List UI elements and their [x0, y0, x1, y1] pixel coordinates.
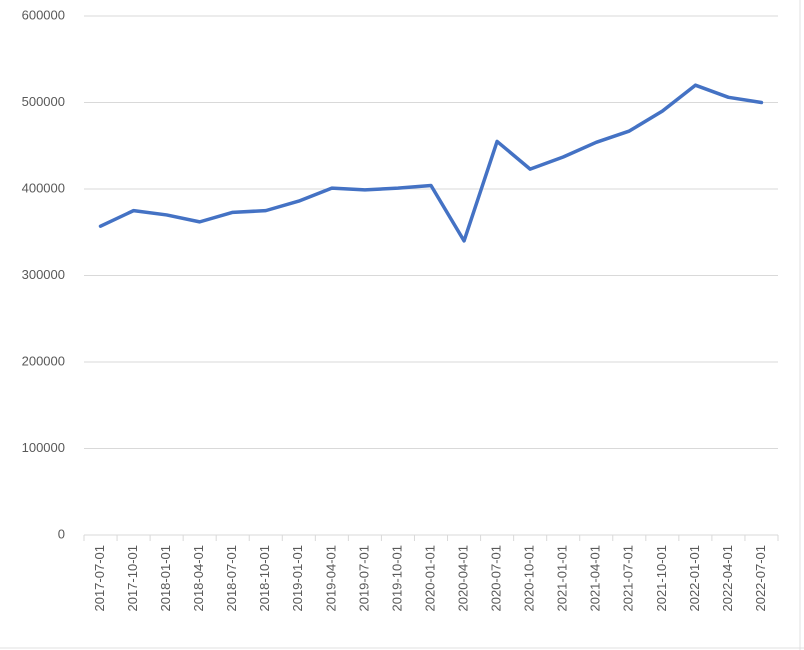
- x-tick-label: 2018-04-01: [191, 545, 206, 612]
- x-tick-label: 2020-10-01: [522, 545, 537, 612]
- y-tick-label: 300000: [22, 267, 65, 282]
- x-tick-label: 2019-10-01: [389, 545, 404, 612]
- x-tick-label: 2020-01-01: [422, 545, 437, 612]
- x-tick-label: 2020-04-01: [455, 545, 470, 612]
- y-tick-label: 600000: [22, 7, 65, 22]
- x-tick-label: 2022-07-01: [753, 545, 768, 612]
- x-tick-label: 2018-10-01: [257, 545, 272, 612]
- x-tick-label: 2017-10-01: [125, 545, 140, 612]
- x-tick-label: 2020-07-01: [489, 545, 504, 612]
- x-tick-label: 2021-07-01: [621, 545, 636, 612]
- x-tick-label: 2021-10-01: [654, 545, 669, 612]
- line-series: [98, 83, 764, 243]
- x-tick-label: 2018-01-01: [158, 545, 173, 612]
- x-tick-label: 2019-07-01: [356, 545, 371, 612]
- x-tick-label: 2018-07-01: [224, 545, 239, 612]
- x-tick-label: 2022-04-01: [720, 545, 735, 612]
- x-tick-label: 2017-07-01: [92, 545, 107, 612]
- y-tick-label: 100000: [22, 440, 65, 455]
- y-tick-label: 0: [58, 526, 65, 541]
- x-tick-label: 2019-04-01: [323, 545, 338, 612]
- x-tick-label: 2021-01-01: [555, 545, 570, 612]
- x-tick-label: 2019-01-01: [290, 545, 305, 612]
- y-tick-label: 400000: [22, 180, 65, 195]
- x-tick-label: 2021-04-01: [588, 545, 603, 612]
- x-tick-label: 2022-01-01: [687, 545, 702, 612]
- y-tick-label: 200000: [22, 353, 65, 368]
- y-tick-label: 500000: [22, 94, 65, 109]
